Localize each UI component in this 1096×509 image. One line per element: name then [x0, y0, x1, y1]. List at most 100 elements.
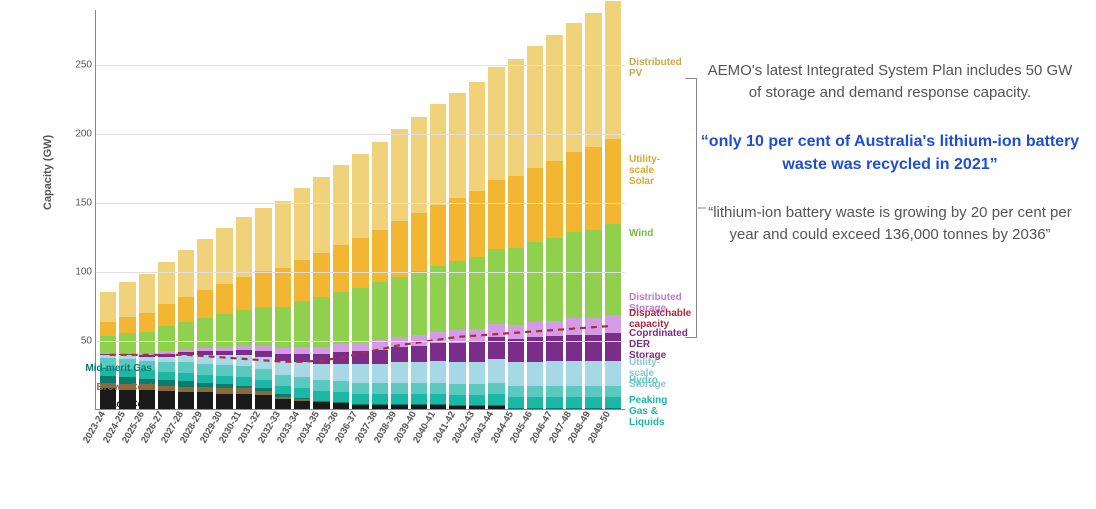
- bar-segment-util_storage: [178, 355, 194, 362]
- bar-segment-util_storage: [585, 361, 601, 386]
- bar-segment-util_storage: [275, 361, 291, 375]
- right-legend-label: Utility-scale Solar: [629, 154, 660, 187]
- bar-segment-util_solar: [158, 304, 174, 326]
- bar-segment-dist_pv: [508, 59, 524, 176]
- bar-segment-peaking_gas: [313, 391, 329, 401]
- bar-segment-black_coal: [449, 406, 465, 409]
- bar-segment-dist_pv: [546, 35, 562, 161]
- bar-segment-dist_pv: [216, 228, 232, 283]
- bar-segment-util_storage: [372, 364, 388, 383]
- bar-segment-wind: [372, 282, 388, 340]
- bar-segment-mid_merit_gas: [546, 408, 562, 409]
- bar: 2048-49: [585, 13, 601, 409]
- bar-segment-hydro: [605, 386, 621, 397]
- bar: 2044-45: [508, 59, 524, 409]
- bar-segment-hydro: [430, 383, 446, 394]
- bar-segment-dist_pv: [566, 23, 582, 153]
- bar-segment-peaking_gas: [275, 386, 291, 394]
- bar-segment-coord_der: [294, 354, 310, 362]
- bar-segment-dist_storage: [313, 347, 329, 354]
- bar-segment-hydro: [255, 369, 271, 380]
- bar-segment-wind: [508, 248, 524, 325]
- bar-segment-dist_storage: [566, 318, 582, 335]
- callout-para1: AEMO's latest Integrated System Plan inc…: [700, 60, 1080, 104]
- bar-segment-util_storage: [488, 359, 504, 382]
- bar-segment-coord_der: [546, 336, 562, 361]
- bar-segment-util_solar: [119, 317, 135, 334]
- bar-segment-peaking_gas: [546, 397, 562, 408]
- bar-segment-util_solar: [372, 230, 388, 282]
- bar: 2027-28: [178, 250, 194, 409]
- bar-segment-peaking_gas: [566, 397, 582, 408]
- callout-para2: “lithium-ion battery waste is growing by…: [700, 202, 1080, 246]
- bar-segment-wind: [139, 332, 155, 354]
- bar-segment-hydro: [469, 384, 485, 395]
- y-tick-label: 200: [58, 129, 92, 140]
- bar-segment-util_solar: [236, 277, 252, 310]
- callout-sidebar: AEMO's latest Integrated System Plan inc…: [700, 60, 1080, 245]
- bar-segment-peaking_gas: [585, 397, 601, 408]
- bar: 2042-43: [469, 82, 485, 409]
- bar-segment-coord_der: [585, 335, 601, 361]
- bar-segment-hydro: [546, 386, 562, 397]
- bar-segment-wind: [158, 326, 174, 351]
- bar-segment-hydro: [391, 383, 407, 394]
- bar-segment-dist_pv: [275, 201, 291, 269]
- plot-area: 2023-242024-252025-262026-272027-282028-…: [95, 10, 625, 410]
- bar-segment-peaking_gas: [333, 392, 349, 402]
- bar-segment-dist_pv: [333, 165, 349, 245]
- bar-segment-util_solar: [139, 313, 155, 332]
- bar-segment-dist_storage: [508, 325, 524, 339]
- bar-segment-black_coal: [469, 406, 485, 409]
- bar-segment-util_storage: [449, 362, 465, 384]
- bar-segment-peaking_gas: [236, 377, 252, 385]
- bar-segment-peaking_gas: [391, 394, 407, 404]
- bar: 2046-47: [546, 35, 562, 409]
- bar-segment-dist_pv: [313, 177, 329, 253]
- bar-segment-dist_storage: [294, 347, 310, 354]
- bar-segment-dist_pv: [372, 142, 388, 230]
- bar-segment-black_coal: [255, 395, 271, 409]
- bar-segment-dist_pv: [585, 13, 601, 147]
- bar-segment-wind: [178, 322, 194, 350]
- bar: 2029-30: [216, 228, 232, 409]
- bar-segment-util_solar: [449, 198, 465, 261]
- bar-segment-util_solar: [430, 205, 446, 266]
- bar-segment-hydro: [333, 381, 349, 392]
- bar-segment-dist_pv: [119, 282, 135, 316]
- bar: 2039-40: [411, 117, 427, 409]
- bar: 2038-39: [391, 129, 407, 409]
- bar-segment-hydro: [372, 383, 388, 394]
- bar-segment-wind: [411, 271, 427, 334]
- bar-segment-coord_der: [411, 346, 427, 363]
- bar-segment-dist_pv: [430, 104, 446, 205]
- bar-segment-dist_pv: [139, 274, 155, 313]
- bar-segment-dist_storage: [546, 321, 562, 336]
- bar-segment-dist_pv: [449, 93, 465, 198]
- bar-segment-black_coal: [488, 406, 504, 409]
- bar-segment-peaking_gas: [469, 395, 485, 405]
- bar-segment-peaking_gas: [605, 397, 621, 408]
- bars-container: 2023-242024-252025-262026-272027-282028-…: [100, 10, 621, 409]
- bar-segment-util_storage: [527, 362, 543, 385]
- bar: 2040-41: [430, 104, 446, 409]
- bar-segment-util_solar: [255, 271, 271, 307]
- bar-segment-util_storage: [391, 362, 407, 383]
- bar-segment-util_storage: [469, 362, 485, 384]
- bar-segment-black_coal: [158, 391, 174, 409]
- bar-segment-black_coal: [178, 392, 194, 409]
- bar-segment-wind: [216, 314, 232, 347]
- y-axis-label: Capacity (GW): [42, 135, 54, 210]
- bar-segment-hydro: [527, 386, 543, 397]
- bar-segment-coord_der: [372, 350, 388, 364]
- bar-segment-util_solar: [411, 213, 427, 271]
- gridline: [96, 203, 625, 204]
- bar: 2031-32: [255, 208, 271, 409]
- bar-segment-dist_storage: [488, 324, 504, 338]
- y-tick-label: 50: [58, 336, 92, 347]
- bar-segment-dist_storage: [333, 344, 349, 352]
- bar-segment-black_coal: [372, 405, 388, 409]
- bar-segment-dist_pv: [255, 208, 271, 271]
- bar-segment-coord_der: [352, 351, 368, 363]
- bar-segment-util_solar: [391, 221, 407, 276]
